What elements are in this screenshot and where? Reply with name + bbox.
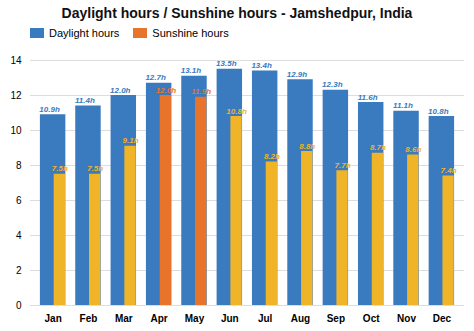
- svg-text:Jun: Jun: [221, 313, 239, 324]
- svg-text:7.5h: 7.5h: [87, 164, 103, 173]
- svg-text:12.0h: 12.0h: [110, 86, 131, 95]
- svg-text:9.1h: 9.1h: [123, 136, 139, 145]
- svg-text:10.8h: 10.8h: [226, 107, 247, 116]
- svg-text:8.8h: 8.8h: [299, 142, 315, 151]
- svg-text:10.8h: 10.8h: [428, 107, 449, 116]
- svg-text:0: 0: [16, 300, 22, 311]
- svg-text:Apr: Apr: [151, 313, 168, 324]
- html-text:Daylight hours / Sunshine hour: Daylight hours / Sunshine hours - Jamshe…: [61, 5, 413, 21]
- svg-text:12.7h: 12.7h: [145, 73, 166, 82]
- svg-text:13.5h: 13.5h: [216, 59, 237, 68]
- svg-text:Aug: Aug: [291, 313, 310, 324]
- svg-text:8.2h: 8.2h: [264, 152, 280, 161]
- svg-text:May: May: [185, 313, 205, 324]
- svg-text:Mar: Mar: [115, 313, 133, 324]
- svg-text:11.1h: 11.1h: [393, 101, 413, 110]
- html-text:Daylight hours: Daylight hours: [49, 27, 120, 39]
- svg-text:Sep: Sep: [327, 313, 345, 324]
- svg-text:14: 14: [10, 55, 22, 66]
- svg-text:Jan: Jan: [45, 313, 62, 324]
- svg-text:10.9h: 10.9h: [39, 105, 60, 114]
- svg-text:12.3h: 12.3h: [322, 80, 343, 89]
- svg-text:2: 2: [16, 265, 22, 276]
- svg-text:12.0h: 12.0h: [156, 86, 177, 95]
- svg-text:11.6h: 11.6h: [358, 93, 378, 102]
- svg-text:8.7h: 8.7h: [370, 143, 386, 152]
- svg-text:4: 4: [16, 230, 22, 241]
- svg-text:6: 6: [16, 195, 22, 206]
- svg-text:10: 10: [10, 125, 22, 136]
- svg-text:Feb: Feb: [80, 313, 98, 324]
- svg-text:Dec: Dec: [433, 313, 452, 324]
- svg-text:11.4h: 11.4h: [75, 96, 95, 105]
- html-text:Sunshine hours: Sunshine hours: [152, 27, 229, 39]
- svg-text:7.7h: 7.7h: [335, 161, 351, 170]
- svg-text:13.4h: 13.4h: [251, 61, 272, 70]
- svg-text:12: 12: [10, 90, 22, 101]
- svg-text:Oct: Oct: [363, 313, 380, 324]
- svg-text:8: 8: [16, 160, 22, 171]
- svg-text:Nov: Nov: [397, 313, 416, 324]
- svg-text:12.9h: 12.9h: [287, 70, 308, 79]
- svg-text:Jul: Jul: [258, 313, 273, 324]
- svg-text:11.9h: 11.9h: [191, 87, 211, 96]
- svg-text:7.4h: 7.4h: [441, 166, 457, 175]
- svg-text:8.6h: 8.6h: [405, 145, 421, 154]
- svg-text:13.1h: 13.1h: [181, 66, 202, 75]
- svg-text:7.5h: 7.5h: [52, 164, 68, 173]
